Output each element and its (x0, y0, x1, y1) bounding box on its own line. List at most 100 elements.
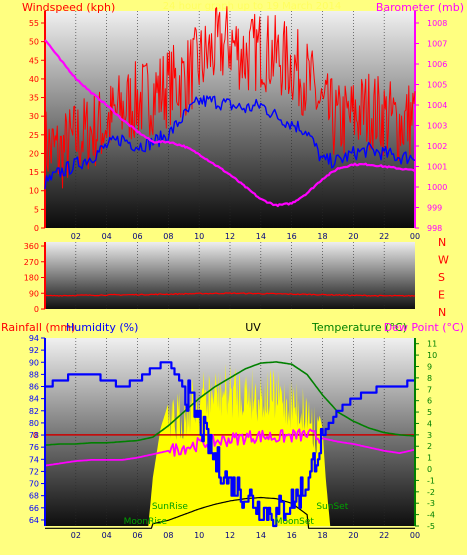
barometer-line (44, 39, 416, 208)
hour-tick-label: 12 (225, 531, 235, 540)
hour-tick-label: 20 (348, 232, 358, 241)
temperature-tick-label: 10 (427, 351, 437, 360)
barometer-tick-label: 1003 (427, 122, 447, 131)
direction-tick-label: 360 (24, 242, 39, 251)
barometer-tick-label: 1001 (427, 163, 447, 172)
humidity-line (45, 361, 415, 528)
temperature-tick-label: 5 (427, 408, 432, 417)
humidity-tick-label: 64 (29, 516, 39, 525)
hour-tick-label: 08 (163, 531, 173, 540)
hour-tick-label: 14 (256, 232, 266, 241)
barometer-tick-label: 999 (427, 204, 442, 213)
windspeed-tick-label: 20 (29, 149, 39, 158)
temperature-tick-label: 8 (427, 374, 432, 383)
humidity-axis-title: Humidity (%) (66, 321, 138, 334)
hour-tick-label: 02 (71, 531, 81, 540)
hour-tick-label: 02 (71, 232, 81, 241)
compass-label: W (438, 254, 449, 267)
barometer-tick-label: 1007 (427, 40, 447, 49)
direction-tick-label: 90 (29, 289, 39, 298)
hour-tick-label: 00 (410, 531, 420, 540)
humidity-tick-label: 66 (29, 504, 39, 513)
compass-label: N (438, 306, 446, 319)
temperature-tick-label: 11 (427, 340, 437, 349)
humidity-tick-label: 72 (29, 467, 39, 476)
uv-title: UV (245, 321, 261, 334)
barometer-tick-label: 1008 (427, 19, 447, 28)
direction-tick-label: 180 (24, 274, 39, 283)
barometer-tick-label: 998 (427, 224, 442, 233)
temperature-tick-label: 2 (427, 442, 432, 451)
chart-title: 24 hour graph up to 19 March 2014 (163, 1, 342, 12)
dewpoint-line (44, 428, 416, 467)
compass-label: E (438, 289, 445, 302)
humidity-tick-label: 80 (29, 419, 39, 428)
direction-tick-label: 0 (34, 305, 39, 314)
windspeed-average-line (44, 95, 416, 190)
barometer-tick-label: 1006 (427, 60, 447, 69)
temperature-tick-label: 3 (427, 431, 432, 440)
temperature-tick-label: -2 (427, 488, 435, 497)
rainfall-tick-label: 0 (33, 431, 38, 440)
sunset-label: SunSet (316, 502, 348, 512)
humidity-tick-label: 68 (29, 492, 39, 501)
windspeed-tick-label: 10 (29, 187, 39, 196)
temperature-tick-label: 0 (427, 465, 432, 474)
windspeed-tick-label: 0 (34, 224, 39, 233)
hour-tick-label: 22 (379, 232, 389, 241)
temperature-line (44, 361, 416, 446)
windspeed-gust-line (44, 6, 416, 189)
humidity-tick-label: 78 (29, 431, 39, 440)
temperature-tick-label: 1 (427, 454, 432, 463)
humidity-tick-label: 92 (29, 346, 39, 355)
barometer-axis-title: Barometer (mb) (376, 1, 464, 14)
humidity-tick-label: 74 (29, 455, 39, 464)
windspeed-tick-label: 55 (29, 19, 39, 28)
hour-tick-label: 04 (102, 531, 112, 540)
temperature-axis-title: Temperature (°C) (311, 321, 407, 334)
humidity-tick-label: 94 (29, 334, 39, 343)
temperature-tick-label: -5 (427, 522, 435, 531)
barometer-tick-label: 1000 (427, 183, 447, 192)
humidity-tick-label: 90 (29, 358, 39, 367)
hour-tick-label: 22 (379, 531, 389, 540)
moonset-label: MoonSet (275, 517, 315, 527)
temperature-tick-label: 7 (427, 385, 432, 394)
windspeed-tick-label: 45 (29, 56, 39, 65)
hour-tick-label: 00 (410, 232, 420, 241)
windspeed-tick-label: 5 (34, 205, 39, 214)
windspeed-tick-label: 15 (29, 168, 39, 177)
humidity-tick-label: 86 (29, 383, 39, 392)
dewpoint-axis-title: Dew Point (°C) (384, 321, 464, 334)
humidity-tick-label: 88 (29, 370, 39, 379)
hour-tick-label: 18 (317, 531, 327, 540)
barometer-tick-label: 1002 (427, 142, 447, 151)
hour-tick-label: 20 (348, 531, 358, 540)
moonrise-label: MoonRise (124, 517, 168, 527)
humidity-tick-label: 76 (29, 443, 39, 452)
hour-tick-label: 10 (194, 232, 204, 241)
compass-label: S (438, 271, 445, 284)
temperature-tick-label: 9 (427, 362, 432, 371)
temperature-tick-label: -3 (427, 499, 435, 508)
temperature-tick-label: 6 (427, 397, 432, 406)
humidity-tick-label: 82 (29, 407, 39, 416)
direction-tick-label: 270 (24, 258, 39, 267)
barometer-tick-label: 1004 (427, 101, 447, 110)
compass-label: N (438, 236, 446, 249)
windspeed-tick-label: 30 (29, 112, 39, 121)
hour-tick-label: 18 (317, 232, 327, 241)
hour-tick-label: 12 (225, 232, 235, 241)
hour-tick-label: 06 (132, 531, 142, 540)
windspeed-tick-label: 50 (29, 38, 39, 47)
windspeed-tick-label: 35 (29, 94, 39, 103)
temperature-tick-label: -1 (427, 476, 435, 485)
hour-tick-label: 16 (287, 531, 297, 540)
windspeed-tick-label: 25 (29, 131, 39, 140)
hour-tick-label: 06 (132, 232, 142, 241)
rainfall-axis-title: Rainfall (mm) (1, 321, 75, 334)
sunrise-label: SunRise (152, 502, 189, 512)
temperature-tick-label: -4 (427, 511, 435, 520)
hour-tick-label: 08 (163, 232, 173, 241)
